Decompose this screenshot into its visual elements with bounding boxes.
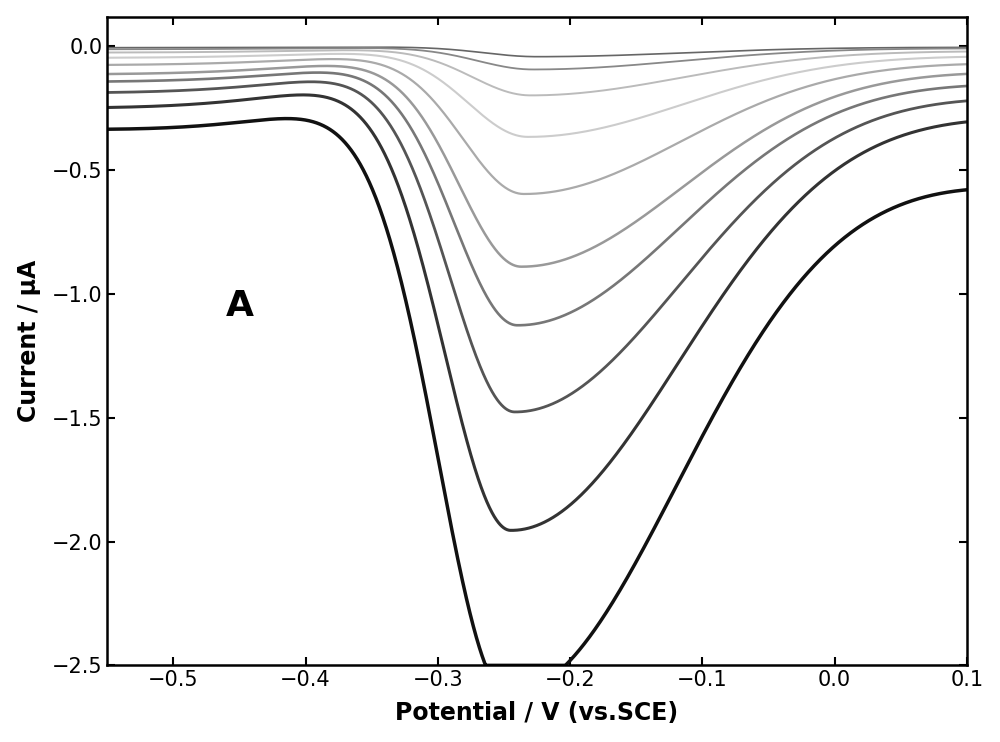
Text: A: A (226, 289, 254, 324)
X-axis label: Potential / V (vs.SCE): Potential / V (vs.SCE) (395, 701, 679, 726)
Y-axis label: Current / μA: Current / μA (17, 260, 41, 422)
